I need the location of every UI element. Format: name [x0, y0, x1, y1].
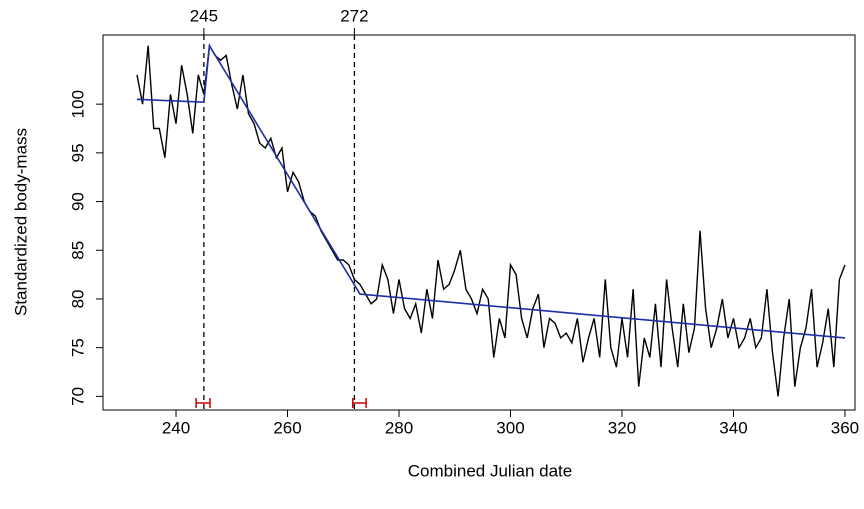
breakpoint-ci — [351, 398, 367, 408]
x-tick-label: 260 — [273, 418, 301, 437]
x-tick-label: 240 — [162, 418, 190, 437]
series-line — [136, 43, 846, 339]
x-tick-label: 340 — [719, 418, 747, 437]
plot-frame — [102, 34, 856, 411]
x-axis-label: Combined Julian date — [408, 461, 572, 480]
y-axis-label: Standardized body-mass — [11, 128, 30, 316]
y-tick-label: 70 — [68, 387, 87, 406]
y-tick-label: 75 — [68, 338, 87, 357]
breakpoint-ci — [195, 398, 211, 408]
x-tick-label: 320 — [608, 418, 636, 437]
breakpoint-label: 272 — [340, 6, 368, 25]
y-tick-label: 95 — [68, 143, 87, 162]
series-line — [136, 43, 846, 397]
y-tick-label: 80 — [68, 290, 87, 309]
x-tick-label: 360 — [831, 418, 859, 437]
y-tick-label: 90 — [68, 192, 87, 211]
x-tick-label: 300 — [496, 418, 524, 437]
x-tick-label: 280 — [385, 418, 413, 437]
breakpoint-label: 245 — [190, 6, 218, 25]
y-tick-label: 85 — [68, 241, 87, 260]
y-tick-label: 100 — [68, 90, 87, 118]
